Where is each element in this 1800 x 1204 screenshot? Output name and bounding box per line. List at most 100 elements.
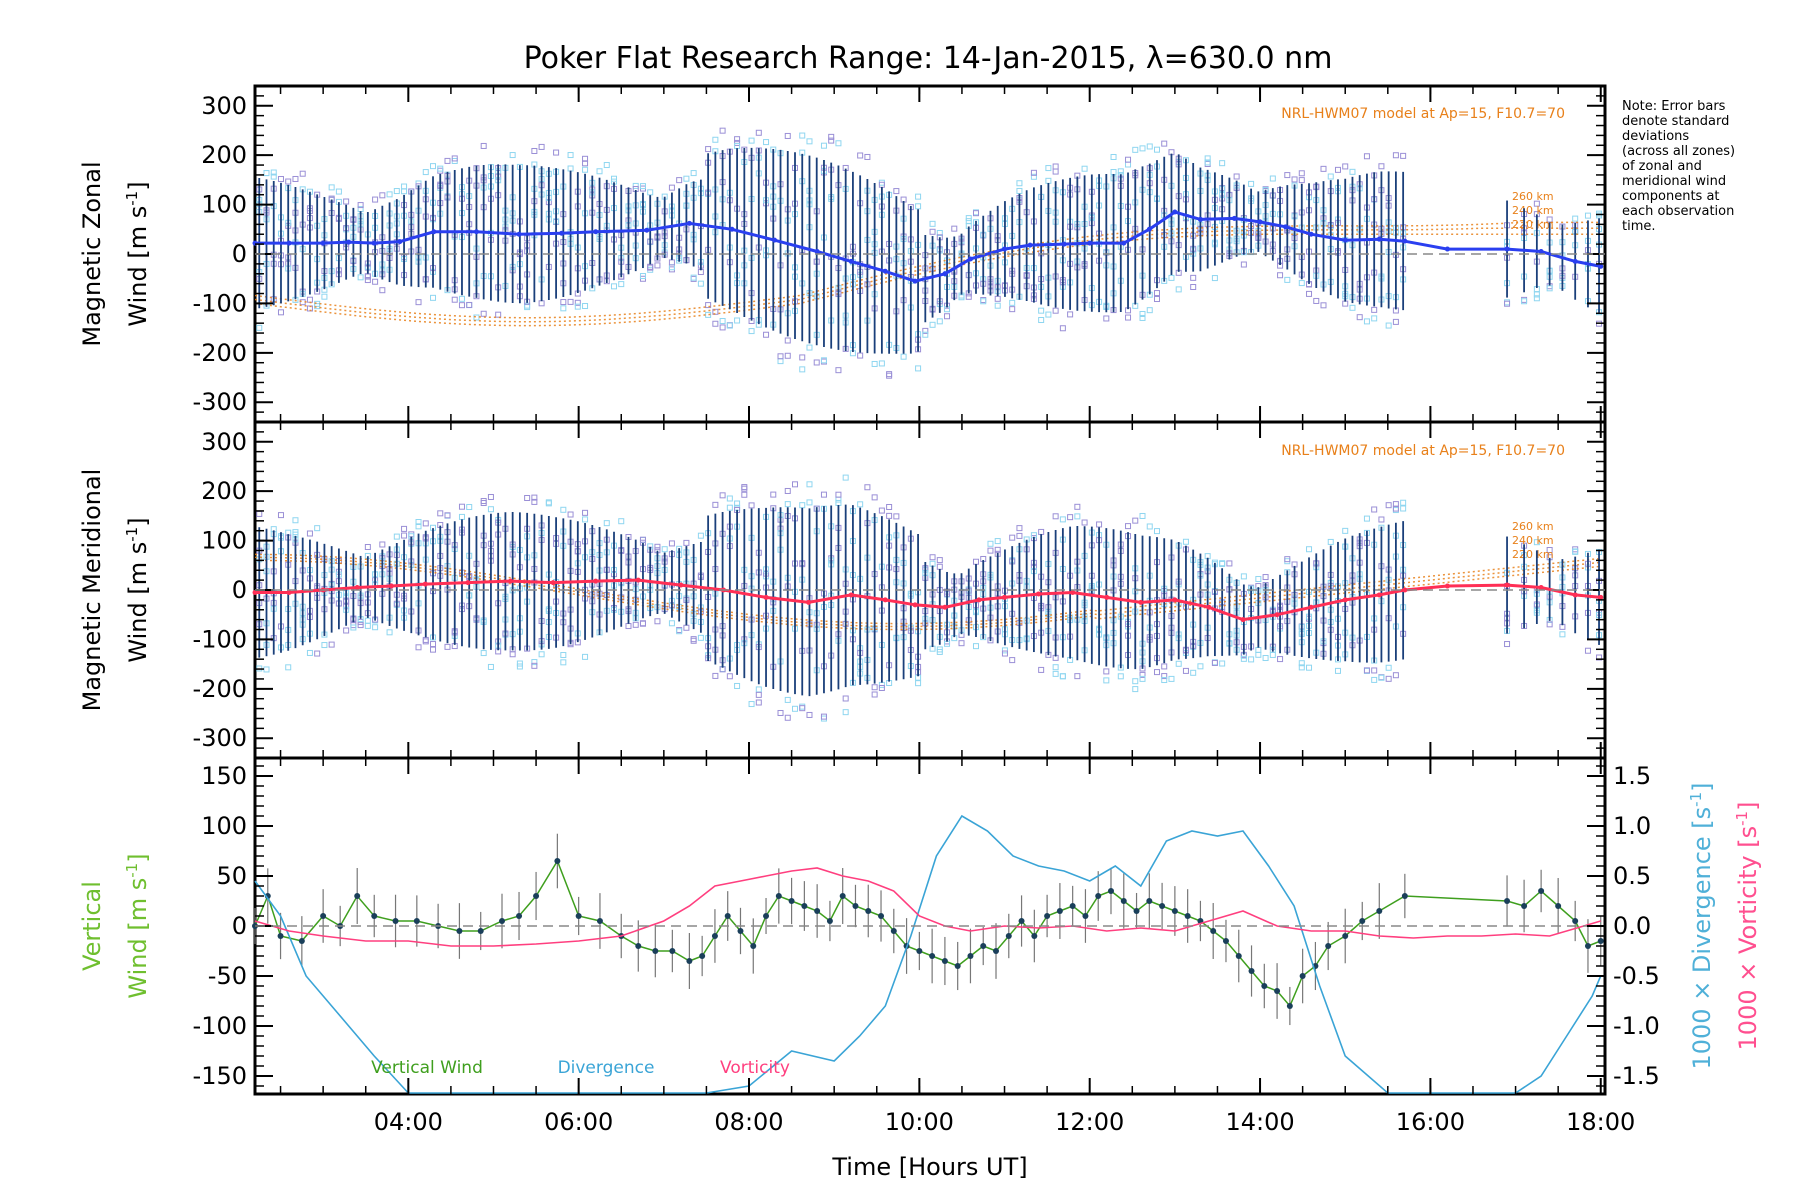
vertical-wind-point xyxy=(775,893,782,899)
zonal-scatter-point xyxy=(1161,140,1168,147)
meridional-scatter-point xyxy=(755,699,762,706)
meridional-scatter-point xyxy=(538,651,545,658)
zonal-ytick-label: -200 xyxy=(193,339,247,367)
meridional-scatter-point xyxy=(770,491,777,498)
zonal-scatter-point xyxy=(1059,325,1066,332)
zonal-scatter-point xyxy=(835,367,842,374)
meridional-scatter-point xyxy=(806,481,813,488)
zonal-mean-point xyxy=(371,240,377,246)
zonal-mean-point xyxy=(1027,242,1033,248)
zonal-scatter-point xyxy=(1596,212,1603,219)
meridional-ylabel: Magnetic Meridional Wind [m s-1] xyxy=(78,469,152,712)
zonal-scatter-point xyxy=(582,303,589,310)
vertical-wind-point xyxy=(1584,943,1591,949)
zonal-scatter-point xyxy=(582,155,589,162)
meridional-scatter-point xyxy=(422,636,429,643)
meridional-scatter-point xyxy=(531,498,538,505)
meridional-scatter-point xyxy=(683,624,690,631)
xtick-label: 06:00 xyxy=(544,1108,613,1136)
meridional-scatter-point xyxy=(842,695,849,702)
meridional-scatter-point xyxy=(582,653,589,660)
meridional-altitude-label: 220 km xyxy=(1512,548,1554,561)
meridional-scatter-point xyxy=(531,662,538,669)
zonal-scatter-point xyxy=(806,344,813,351)
zonal-scatter-point xyxy=(430,163,437,170)
meridional-scatter-point xyxy=(958,640,965,647)
zonal-scatter-point xyxy=(1392,152,1399,159)
zonal-scatter-point xyxy=(1342,163,1349,170)
meridional-mean-point xyxy=(1104,594,1110,600)
meridional-scatter-point xyxy=(972,558,979,565)
meridional-mean-point xyxy=(1598,594,1604,600)
meridional-scatter-point xyxy=(401,525,408,532)
meridional-mean-point xyxy=(1274,612,1280,618)
meridional-scatter-point xyxy=(784,501,791,508)
meridional-scatter-point xyxy=(1342,527,1349,534)
zonal-scatter-point xyxy=(1320,302,1327,309)
meridional-scatter-point xyxy=(1533,539,1540,546)
vertical-wind-point xyxy=(596,918,603,924)
xtick-label: 14:00 xyxy=(1225,1108,1294,1136)
vertical-wind-point xyxy=(1299,973,1306,979)
meridional-scatter-point xyxy=(1052,670,1059,677)
zonal-model-label: NRL-HWM07 model at Ap=15, F10.7=70 xyxy=(1281,106,1565,122)
zonal-scatter-point xyxy=(1153,296,1160,303)
zonal-scatter-point xyxy=(719,324,726,331)
vertical-wind-point xyxy=(413,918,420,924)
zonal-scatter-point xyxy=(965,293,972,300)
zonal-scatter-point xyxy=(799,354,806,361)
note-line: each observation xyxy=(1622,204,1734,219)
meridional-scatter-point xyxy=(401,532,408,539)
zonal-mean-point xyxy=(772,237,778,243)
vertical-wind-point xyxy=(826,918,833,924)
meridional-scatter-point xyxy=(292,517,299,524)
vertical-wind-point xyxy=(554,858,561,864)
meridional-ytick-label: -200 xyxy=(193,675,247,703)
right-ytick-label: 1.0 xyxy=(1613,812,1651,840)
meridional-scatter-point xyxy=(748,701,755,708)
vertical-wind-point xyxy=(878,913,885,919)
zonal-ylabel-line2: Wind [m s-1] xyxy=(123,181,152,326)
zonal-scatter-point xyxy=(878,360,885,367)
zonal-scatter-point xyxy=(538,143,545,150)
zonal-scatter-point xyxy=(929,321,936,328)
meridional-scatter-point xyxy=(1284,556,1291,563)
zonal-mean-point xyxy=(286,240,292,246)
zonal-scatter-point xyxy=(1045,311,1052,318)
zonal-scatter-point xyxy=(929,220,936,227)
zonal-scatter-point xyxy=(524,304,531,311)
meridional-scatter-point xyxy=(1168,675,1175,682)
zonal-scatter-point xyxy=(386,191,393,198)
zonal-scatter-point xyxy=(1139,145,1146,152)
meridional-scatter-point xyxy=(415,523,422,530)
meridional-scatter-point xyxy=(480,650,487,657)
meridional-scatter-point xyxy=(1371,506,1378,513)
meridional-scatter-point xyxy=(1038,666,1045,673)
zonal-mean-point xyxy=(942,271,948,277)
note-line: of zonal and xyxy=(1622,159,1702,174)
zonal-scatter-point xyxy=(654,262,661,269)
meridional-mean-point xyxy=(912,602,918,608)
zonal-scatter-point xyxy=(915,193,922,200)
zonal-scatter-point xyxy=(1248,180,1255,187)
zonal-scatter-point xyxy=(980,298,987,305)
zonal-scatter-point xyxy=(1168,274,1175,281)
zonal-scatter-point xyxy=(1139,310,1146,317)
meridional-scatter-point xyxy=(726,673,733,680)
meridional-scatter-point xyxy=(857,501,864,508)
meridional-scatter-point xyxy=(422,520,429,527)
meridional-scatter-point xyxy=(328,641,335,648)
vertical-wind-point xyxy=(814,908,821,914)
meridional-scatter-point xyxy=(1363,515,1370,522)
zonal-scatter-point xyxy=(1533,200,1540,207)
zonal-scatter-point xyxy=(1146,307,1153,314)
zonal-scatter-point xyxy=(1356,314,1363,321)
meridional-scatter-point xyxy=(516,663,523,670)
zonal-scatter-point xyxy=(683,175,690,182)
zonal-model-curve xyxy=(254,221,1601,319)
meridional-mean-line xyxy=(255,578,1601,622)
zonal-mean-point xyxy=(1283,224,1289,230)
meridional-scatter-point xyxy=(871,494,878,501)
zonal-scatter-point xyxy=(1233,173,1240,180)
